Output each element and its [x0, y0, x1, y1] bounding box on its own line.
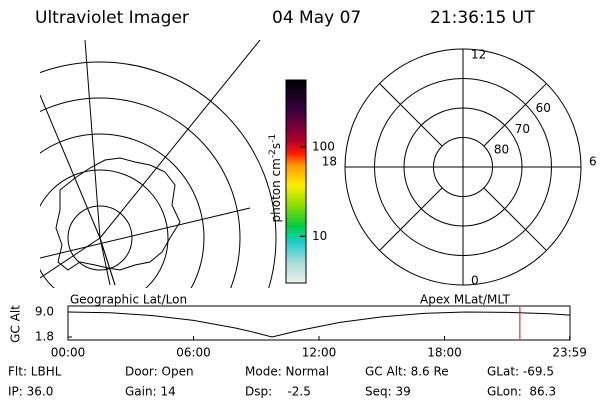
colorbar-tick-label: 10 [312, 229, 327, 243]
mlt-label: 18 [322, 155, 337, 169]
status-field: GC Alt: 8.6 Re [365, 365, 449, 379]
status-field: GLon: 86.3 [487, 385, 556, 399]
status-field: Gain: 14 [125, 385, 176, 399]
altitude-line [67, 311, 571, 338]
x-tick-label: 18:00 [427, 346, 462, 360]
left-panel-label: Geographic Lat/Lon [70, 293, 187, 307]
status-field: IP: 36.0 [8, 385, 53, 399]
mlt-line [379, 187, 443, 251]
lat-label: 80 [494, 143, 509, 157]
status-field: Dsp: -2.5 [245, 385, 311, 399]
right-panel-label: Apex MLat/MLT [420, 293, 510, 307]
mlt-line [483, 83, 547, 147]
mlt-label: 6 [589, 155, 597, 169]
x-tick-label: 06:00 [176, 346, 211, 360]
mlt-label: 0 [471, 274, 479, 288]
mlt-label: 12 [471, 48, 486, 62]
altitude-frame [67, 305, 571, 341]
lat-label: 60 [536, 101, 551, 115]
time: 21:36:15 UT [430, 8, 535, 28]
status-field: Seq: 39 [365, 385, 411, 399]
colorbar [285, 79, 307, 284]
status-field: Flt: LBHL [8, 365, 62, 379]
date: 04 May 07 [272, 8, 361, 28]
colorbar-label: photon cm-2s-1 [265, 122, 283, 241]
status-field: Door: Open [125, 365, 194, 379]
x-tick-label: 23:59 [552, 346, 587, 360]
mlt-line [379, 83, 443, 147]
geographic-map [40, 40, 277, 288]
lat-label: 70 [515, 122, 530, 136]
mlt-line [483, 187, 547, 251]
x-tick-label: 00:00 [51, 346, 86, 360]
status-field: GLat: -69.5 [487, 365, 554, 379]
status-field: Mode: Normal [245, 365, 329, 379]
title: Ultraviolet Imager [35, 8, 189, 28]
colorbar-tick-label: 100 [312, 139, 335, 153]
y-tick-label: 9.0 [35, 305, 54, 319]
y-tick-label: 1.8 [35, 330, 54, 344]
y-axis-label: GC Alt [9, 305, 23, 343]
x-tick-label: 12:00 [302, 346, 337, 360]
